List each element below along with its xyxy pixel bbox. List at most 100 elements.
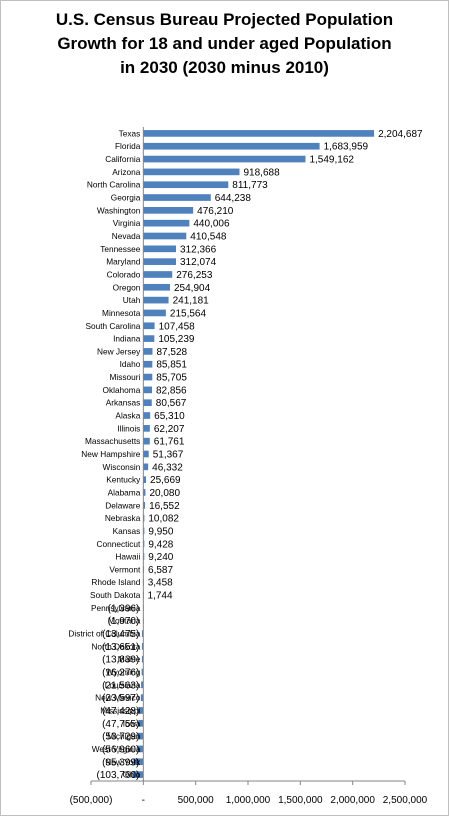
bar-14	[143, 309, 166, 317]
bar-15	[143, 322, 155, 330]
chart-title-line-3: in 2030 (2030 minus 2010)	[120, 58, 329, 77]
data-label-17: 87,528	[156, 347, 187, 358]
category-label-25: New Hampshire	[81, 449, 140, 459]
category-label-15: South Carolina	[85, 321, 140, 331]
data-label-39: (13,475)	[102, 629, 139, 640]
bar-29	[143, 501, 146, 509]
category-label-6: Washington	[97, 205, 141, 215]
bar-30	[143, 514, 145, 522]
category-label-17: New Jersey	[97, 346, 141, 356]
category-label-46: Iowa	[123, 718, 141, 728]
category-label-38: Montana	[108, 616, 141, 626]
category-label-18: Idaho	[120, 359, 141, 369]
category-label-43: Louisiana	[105, 680, 141, 690]
data-label-46: (47,755)	[102, 719, 139, 730]
bar-40	[141, 643, 144, 650]
x-tick-label-3: 1,000,000	[226, 795, 271, 806]
category-label-8: Nevada	[112, 231, 141, 241]
data-label-48: (56,960)	[102, 744, 139, 755]
x-tick-label-5: 2,000,000	[330, 795, 375, 806]
category-label-14: Minnesota	[102, 308, 141, 318]
data-label-19: 85,705	[156, 373, 187, 384]
category-label-4: North Carolina	[87, 180, 141, 190]
category-label-34: Vermont	[109, 564, 141, 574]
category-label-48: West Virginia	[92, 744, 141, 754]
chart-title-line-1: U.S. Census Bureau Projected Population	[55, 10, 394, 29]
bar-20	[143, 386, 152, 394]
bar-5	[143, 194, 211, 201]
bar-25	[143, 450, 149, 458]
category-label-49: New York	[105, 757, 141, 767]
data-label-23: 62,207	[154, 424, 185, 435]
category-label-1: Florida	[115, 141, 141, 151]
bar-24	[143, 437, 150, 445]
data-label-49: (95,399)	[102, 757, 139, 768]
bar-47	[137, 732, 144, 740]
bar-31	[143, 527, 145, 535]
data-label-45: (47,428)	[102, 706, 139, 717]
bar-26	[143, 463, 149, 471]
x-tick-label-4: 1,500,000	[278, 795, 323, 806]
data-label-50: (103,760)	[97, 770, 140, 781]
bar-50	[132, 771, 144, 778]
bar-6	[143, 207, 194, 214]
data-label-0: 2,204,687	[378, 129, 423, 140]
bar-41	[141, 655, 144, 663]
bar-13	[143, 296, 169, 304]
data-label-14: 215,564	[170, 308, 207, 319]
data-label-21: 80,567	[156, 398, 187, 409]
category-label-40: North Dakota	[91, 641, 140, 651]
category-label-41: Maine	[118, 654, 141, 664]
category-label-20: Oklahoma	[103, 385, 141, 395]
category-label-28: Alabama	[108, 487, 141, 497]
bar-3	[143, 168, 240, 176]
category-label-16: Indiana	[113, 334, 141, 344]
category-label-32: Connecticut	[97, 539, 142, 549]
bar-0	[143, 130, 375, 137]
category-label-13: Utah	[123, 295, 141, 305]
category-label-36: South Dakota	[90, 590, 141, 600]
category-label-44: New Mexico	[95, 693, 141, 703]
category-label-22: Alaska	[115, 411, 140, 421]
bar-28	[143, 489, 146, 496]
category-label-2: California	[105, 154, 140, 164]
data-label-3: 918,688	[243, 167, 280, 178]
data-label-22: 65,310	[154, 411, 185, 422]
data-label-42: (16,276)	[102, 668, 139, 679]
data-label-4: 811,773	[232, 180, 268, 191]
category-label-26: Wisconsin	[103, 462, 141, 472]
bar-46	[138, 719, 144, 727]
data-label-6: 476,210	[197, 206, 234, 217]
data-label-32: 9,428	[148, 539, 173, 550]
category-label-42: Wyoming	[106, 667, 141, 677]
category-label-30: Nebraska	[105, 513, 141, 523]
bar-22	[143, 412, 151, 419]
category-label-21: Arkansas	[106, 398, 141, 408]
data-label-28: 20,080	[149, 488, 180, 499]
x-tick-label-0: (500,000)	[70, 795, 113, 806]
bar-49	[133, 758, 144, 766]
category-label-5: Georgia	[111, 193, 141, 203]
data-label-43: (21,563)	[102, 680, 139, 691]
bar-19	[143, 373, 153, 381]
bar-39	[141, 630, 144, 637]
bar-21	[143, 399, 152, 407]
category-label-7: Virginia	[113, 218, 141, 228]
data-label-7: 440,006	[193, 219, 230, 230]
bar-16	[143, 335, 155, 342]
category-label-50: Ohio	[123, 770, 141, 780]
data-label-16: 105,239	[158, 334, 195, 345]
category-label-0: Texas	[119, 128, 141, 138]
data-label-30: 10,082	[148, 514, 179, 525]
data-label-12: 254,904	[174, 283, 211, 294]
bar-23	[143, 425, 150, 432]
category-label-45: Mississippi	[100, 705, 140, 715]
bar-11	[143, 271, 173, 278]
data-label-5: 644,238	[215, 193, 252, 204]
data-label-10: 312,074	[180, 257, 217, 268]
data-label-27: 25,669	[150, 475, 181, 486]
data-label-38: (1,970)	[108, 616, 140, 627]
data-label-18: 85,851	[156, 360, 187, 371]
data-label-35: 3,458	[148, 578, 173, 589]
data-label-20: 82,856	[156, 385, 187, 396]
